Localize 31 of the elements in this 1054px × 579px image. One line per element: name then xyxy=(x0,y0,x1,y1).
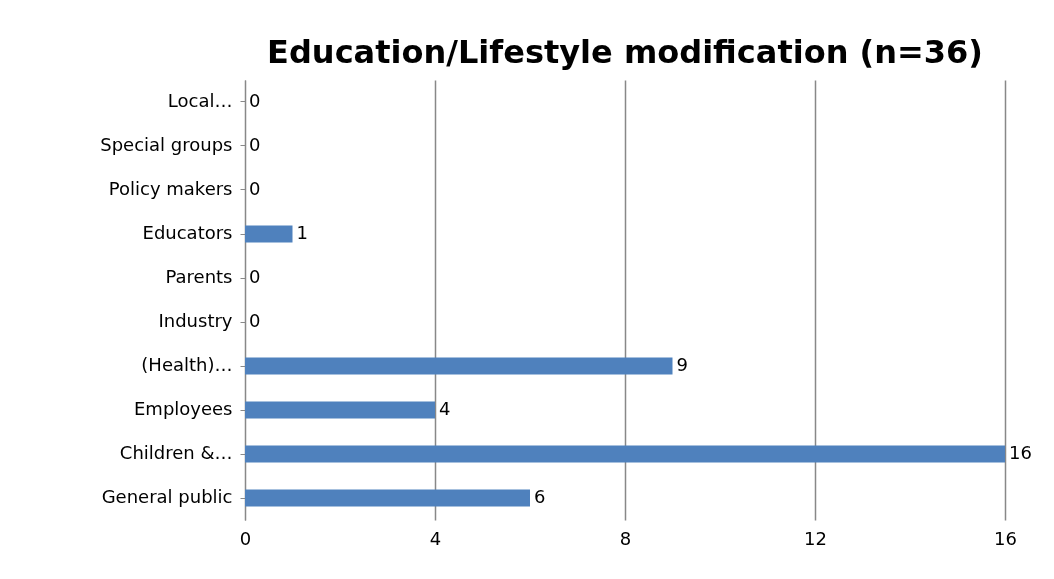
x-tick-label: 0 xyxy=(239,527,252,549)
x-tick-label: 4 xyxy=(429,527,442,549)
bar xyxy=(245,225,293,243)
y-tick-label: Educators xyxy=(142,222,233,243)
data-label: 0 xyxy=(249,134,261,155)
y-tick-label: Employees xyxy=(133,398,233,419)
data-label: 4 xyxy=(439,398,451,419)
y-tick-label: Parents xyxy=(165,266,233,287)
y-tick-label: General public xyxy=(101,486,233,507)
data-label: 9 xyxy=(676,354,688,375)
bar xyxy=(245,401,435,419)
x-tick-label: 12 xyxy=(804,527,827,549)
data-label: 0 xyxy=(249,178,261,199)
bar xyxy=(245,445,1005,463)
bar xyxy=(245,357,673,375)
data-label: 6 xyxy=(534,486,546,507)
data-label: 16 xyxy=(1009,442,1032,463)
y-tick-label: Special groups xyxy=(100,134,233,155)
data-label: 0 xyxy=(249,310,261,331)
y-tick-label: Children &… xyxy=(119,442,233,463)
chart-title: Education/Lifestyle modification (n=36) xyxy=(267,33,983,71)
y-tick-label: Industry xyxy=(158,310,233,331)
data-label: 1 xyxy=(296,222,308,243)
y-tick-label: Policy makers xyxy=(108,178,233,199)
bar xyxy=(245,489,530,507)
x-tick-label: 16 xyxy=(994,527,1017,549)
y-tick-label: Local… xyxy=(167,90,233,111)
y-tick-label: (Health)… xyxy=(141,354,233,375)
data-label: 0 xyxy=(249,266,261,287)
data-label: 0 xyxy=(249,90,261,111)
x-tick-label: 8 xyxy=(619,527,632,549)
